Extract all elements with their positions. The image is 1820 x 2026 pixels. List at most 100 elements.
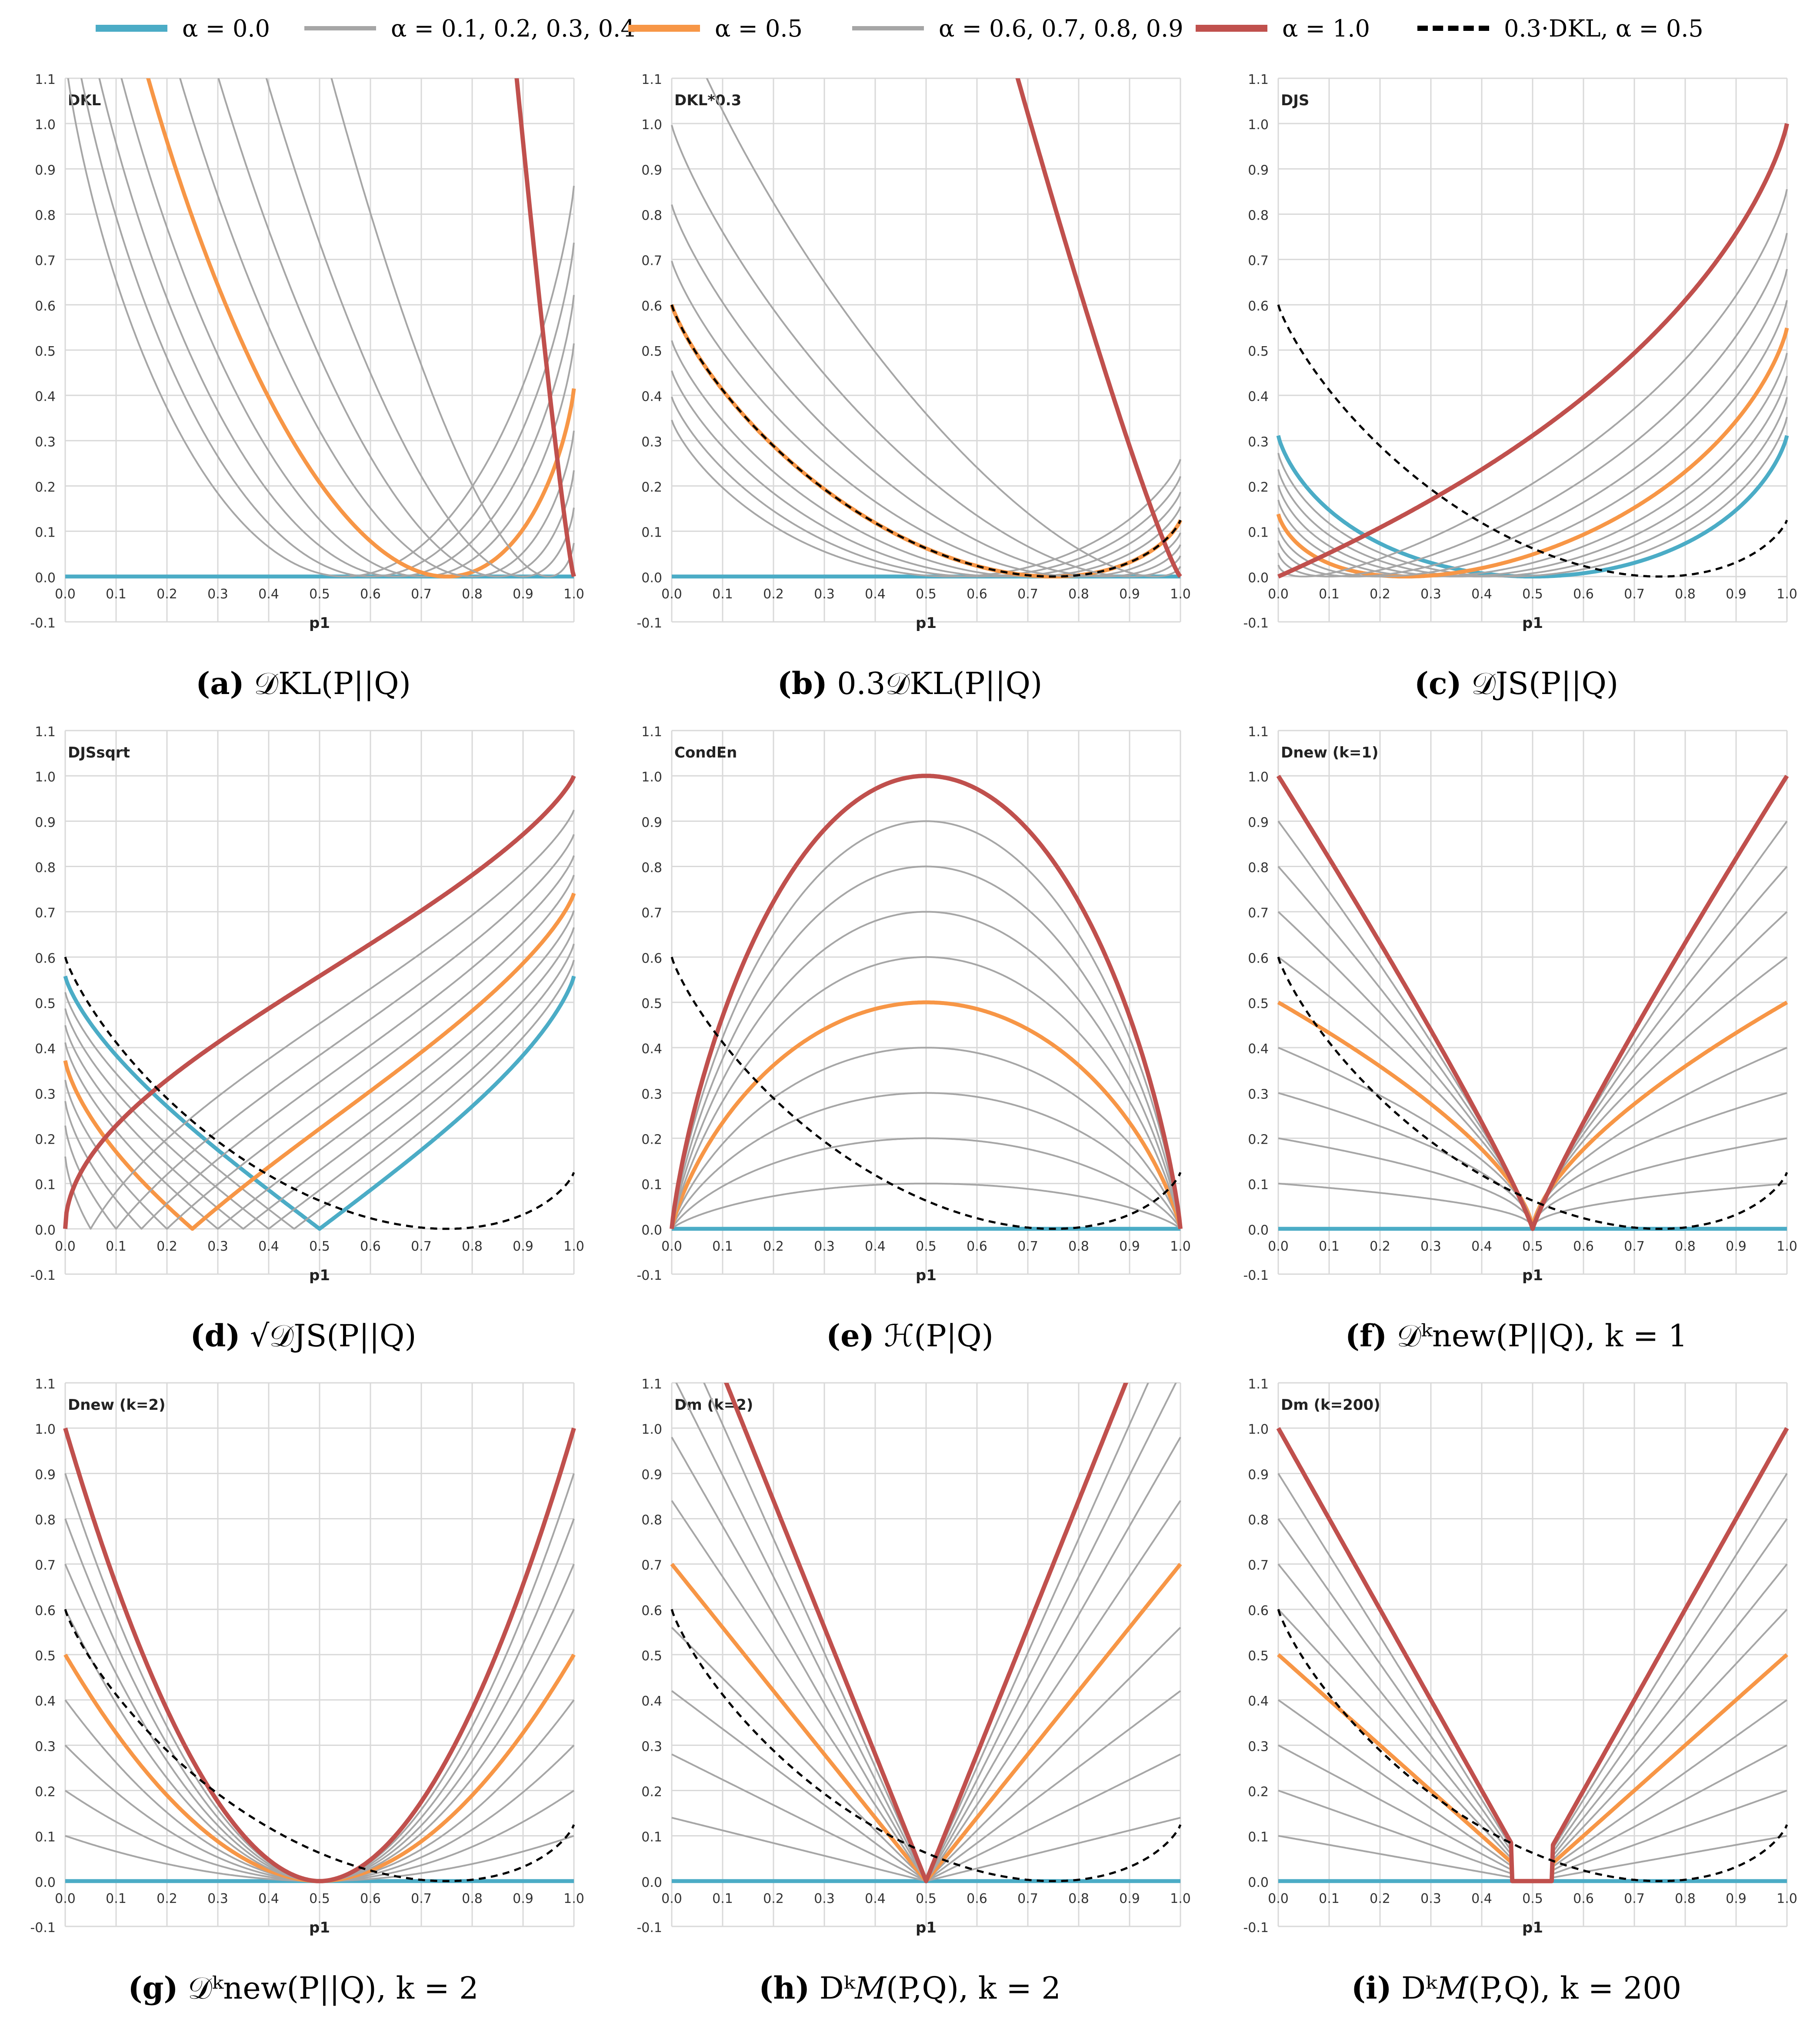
x-tick-label: 0.1 <box>106 1891 127 1906</box>
x-tick-label: 0.0 <box>1268 1239 1289 1254</box>
x-tick-label: 0.1 <box>1319 587 1340 602</box>
panel-caption: (e) ℋ(P|Q) <box>607 1318 1213 1354</box>
series-line-alpha-0.2 <box>671 1137 1181 1229</box>
legend-swatch-alpha-0 <box>96 25 167 32</box>
x-tick-label: 0.9 <box>1726 587 1747 602</box>
y-tick-label: 0.5 <box>35 996 56 1011</box>
series-line-alpha-0.9 <box>330 78 575 577</box>
y-tick-label: 0.4 <box>1248 1041 1269 1057</box>
y-tick-label: 1.0 <box>35 117 56 133</box>
y-tick-label: 0.3 <box>1248 1739 1269 1754</box>
y-tick-label: 0.1 <box>35 1830 56 1845</box>
y-tick-label: 0.0 <box>1248 571 1269 586</box>
y-tick-label: 0.6 <box>1248 299 1269 314</box>
y-tick-label: 0.9 <box>35 1467 56 1482</box>
panel-caption: (b) 0.3𝒟KL(P||Q) <box>607 665 1213 702</box>
y-tick-label: 0.4 <box>35 1041 56 1057</box>
x-tick-label: 0.8 <box>462 1239 483 1254</box>
y-tick-label: 0.9 <box>641 163 662 178</box>
panel-caption: (c) 𝒟JS(P||Q) <box>1213 665 1820 702</box>
caption-letter: (b) <box>777 665 827 701</box>
series-line-alpha-0.2 <box>80 78 575 577</box>
y-tick-label: 0.0 <box>1248 1223 1269 1238</box>
panel-caption: (i) Dᵏ𝑀(P,Q), k = 200 <box>1213 1970 1820 2006</box>
x-tick-label: 1.0 <box>1170 1891 1191 1906</box>
x-tick-label: 0.2 <box>763 587 784 602</box>
y-tick-label: 0.3 <box>35 1087 56 1102</box>
x-tick-label: 0.7 <box>1624 1891 1645 1906</box>
x-tick-label: 0.1 <box>712 1239 733 1254</box>
x-tick-label: 1.0 <box>563 1891 584 1906</box>
y-tick-label: 1.1 <box>35 1377 56 1392</box>
x-tick-label: 1.0 <box>563 1239 584 1254</box>
series-line-alpha-0.1 <box>64 960 575 1230</box>
x-tick-label: 0.2 <box>157 1891 177 1906</box>
y-tick-label: -0.1 <box>1243 616 1269 631</box>
x-tick-label: 1.0 <box>563 587 584 602</box>
y-tick-label: 0.8 <box>1248 1513 1269 1528</box>
y-tick-label: -0.1 <box>30 1268 56 1283</box>
y-tick-label: 0.7 <box>641 1558 662 1573</box>
caption-text: Dᵏ𝑀(P,Q), k = 200 <box>1391 1970 1682 2006</box>
series-line-alpha-0.7 <box>1277 269 1788 577</box>
x-tick-label: 0.5 <box>916 587 937 602</box>
x-tick-label: 0.4 <box>258 1239 279 1254</box>
caption-text: 𝒟JS(P||Q) <box>1461 666 1619 701</box>
y-tick-label: 0.4 <box>641 1694 662 1709</box>
chart-panel-8: 1.1 1.0 0.9 0.8 0.7 0.6 0.5 0.4 0.3 0.2 0.1 0.0 -0.1… <box>637 1377 1191 1936</box>
x-tick-label: 0.8 <box>1068 1239 1089 1254</box>
chart-title: Dnew (k=1) <box>1281 744 1379 761</box>
caption-letter: (c) <box>1414 665 1462 701</box>
y-tick-label: 0.4 <box>35 389 56 404</box>
series-line-alpha-0.9 <box>1277 189 1788 577</box>
legend-swatch-alpha-1 <box>1196 25 1267 32</box>
x-tick-label: 1.0 <box>1777 1239 1797 1254</box>
x-tick-label: 0.3 <box>814 1239 835 1254</box>
x-tick-label: 0.8 <box>462 1891 483 1906</box>
y-tick-label: 0.6 <box>641 951 662 966</box>
series-line-alpha-0.8 <box>671 865 1181 1229</box>
y-tick-label: 0.0 <box>641 571 662 586</box>
x-tick-label: 0.3 <box>207 1891 228 1906</box>
y-tick-label: 0.6 <box>1248 1603 1269 1619</box>
panel-caption: (h) Dᵏ𝑀(P,Q), k = 2 <box>607 1970 1213 2006</box>
x-tick-label: 0.5 <box>309 1239 330 1254</box>
chart-title: Dnew (k=2) <box>68 1396 166 1414</box>
x-tick-label: 0.2 <box>1370 587 1390 602</box>
x-tick-label: 0.1 <box>712 587 733 602</box>
y-tick-label: 0.5 <box>35 344 56 359</box>
x-tick-label: 0.4 <box>258 587 279 602</box>
y-tick-label: 0.9 <box>1248 815 1269 830</box>
x-tick-label: 0.7 <box>1624 587 1645 602</box>
x-tick-label: 0.9 <box>1119 1239 1140 1254</box>
y-tick-label: 0.8 <box>1248 861 1269 876</box>
x-tick-label: 0.0 <box>661 1891 682 1906</box>
legend-label: α = 0.6, 0.7, 0.8, 0.9 <box>939 14 1183 42</box>
y-tick-label: 0.8 <box>641 861 662 876</box>
y-tick-label: 0.1 <box>35 1178 56 1193</box>
series-line-alpha-0.4 <box>671 340 1181 577</box>
x-tick-label: 0.0 <box>661 587 682 602</box>
y-tick-label: 0.3 <box>35 1739 56 1754</box>
x-tick-label: 0.6 <box>360 587 381 602</box>
chart-panel-4: 1.1 1.0 0.9 0.8 0.7 0.6 0.5 0.4 0.3 0.2 0.1 0.0 -0.1… <box>30 724 584 1284</box>
y-tick-label: 0.3 <box>35 434 56 450</box>
y-tick-label: 0.7 <box>35 1558 56 1573</box>
y-tick-label: 0.4 <box>1248 1694 1269 1709</box>
x-tick-label: 0.4 <box>1471 587 1492 602</box>
chart-panel-1: 1.1 1.0 0.9 0.8 0.7 0.6 0.5 0.4 0.3 0.2 0.1 0.0 -0.1… <box>30 72 584 632</box>
y-tick-label: 0.0 <box>1248 1875 1269 1890</box>
x-tick-label: 1.0 <box>1170 587 1191 602</box>
legend-label: α = 0.1, 0.2, 0.3, 0.4 <box>391 14 636 42</box>
y-tick-label: 0.9 <box>1248 1467 1269 1482</box>
series-line-alpha-1 <box>1015 78 1182 578</box>
series-line-alpha-0.3 <box>98 78 575 577</box>
x-tick-label: 0.0 <box>661 1239 682 1254</box>
y-tick-label: 0.2 <box>641 480 662 495</box>
y-tick-label: 0.2 <box>35 1785 56 1800</box>
y-tick-label: 0.5 <box>641 1649 662 1664</box>
y-tick-label: 1.0 <box>1248 770 1269 785</box>
y-tick-label: 0.5 <box>1248 996 1269 1011</box>
dashed-reference-line <box>670 1609 1182 1882</box>
legend-item-alpha-high: α = 0.6, 0.7, 0.8, 0.9 <box>852 13 1183 43</box>
